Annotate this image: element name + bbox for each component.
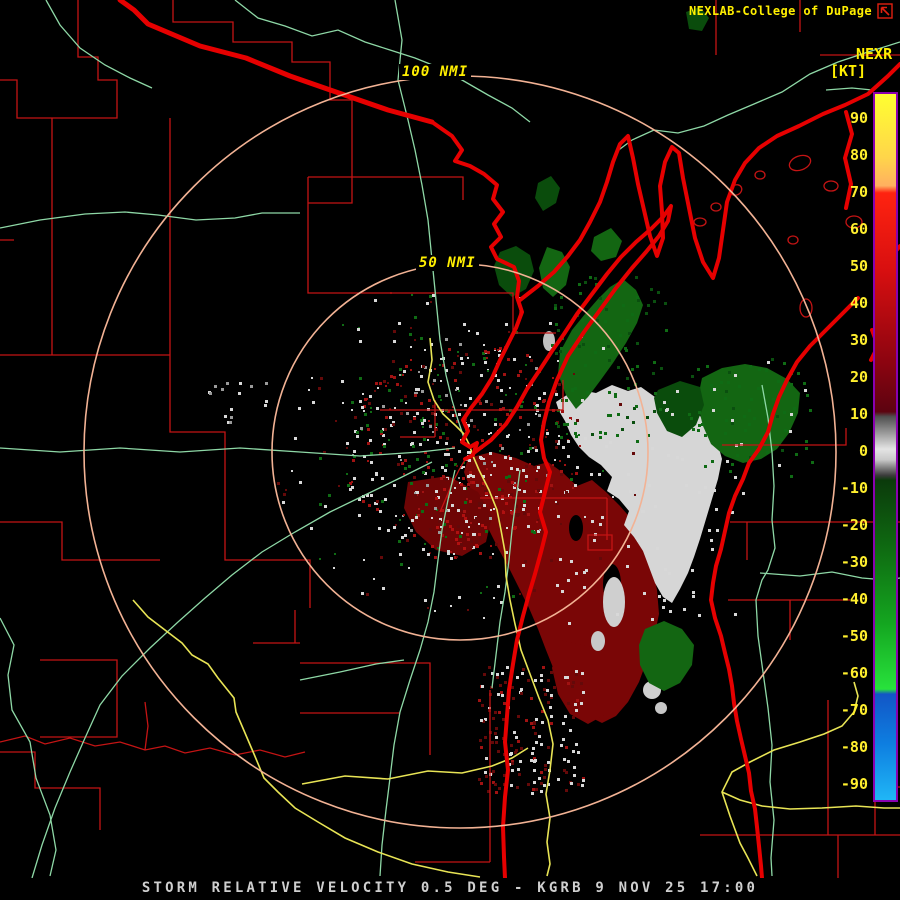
colorbar-tick-label: -60 bbox=[840, 664, 868, 682]
colorbar-tick-label: 40 bbox=[849, 294, 868, 312]
velocity-inbound-patch bbox=[686, 7, 709, 31]
colorbar-tick-label: 90 bbox=[849, 109, 868, 127]
upper-shoreline bbox=[518, 62, 900, 302]
velocity-nearzero-region bbox=[556, 385, 722, 603]
status-bar: STORM RELATIVE VELOCITY 0.5 DEG - KGRB 9… bbox=[0, 878, 900, 900]
colorbar-tick-label: -20 bbox=[840, 516, 868, 534]
velocity-inbound-peninsula bbox=[558, 279, 643, 409]
velocity-inbound-east bbox=[697, 364, 800, 463]
speckle-layer bbox=[208, 276, 814, 795]
velocity-inbound-patch bbox=[535, 176, 560, 211]
colorbar-tick-label: -80 bbox=[840, 738, 868, 756]
river-border-line bbox=[430, 120, 524, 461]
velocity-nearzero-lobe bbox=[655, 702, 667, 714]
peninsula-shoreline bbox=[473, 204, 673, 880]
colorbar-tick-label: -30 bbox=[840, 553, 868, 571]
colorbar-tick-label: 10 bbox=[849, 405, 868, 423]
velocity-inbound-patch bbox=[654, 381, 704, 437]
colorbar-tick-label: -50 bbox=[840, 627, 868, 645]
brand-text: NEXLAB-College of DuPage bbox=[689, 4, 872, 18]
colorbar-tick-label: -10 bbox=[840, 479, 868, 497]
colorbar-tick-label: -70 bbox=[840, 701, 868, 719]
colorbar-tick-label: 0 bbox=[858, 442, 868, 460]
colorbar-tick-label: 60 bbox=[849, 220, 868, 238]
velocity-outbound-lobe bbox=[404, 476, 492, 556]
velocity-nearzero-lobe bbox=[591, 631, 605, 651]
colorbar-tick-label: 30 bbox=[849, 331, 868, 349]
status-text: STORM RELATIVE VELOCITY 0.5 DEG - KGRB 9… bbox=[141, 880, 759, 896]
shorelines bbox=[117, 0, 900, 880]
range-ring-label-50nmi: 50 NMI bbox=[416, 255, 479, 271]
colorbar-tick-label: 80 bbox=[849, 146, 868, 164]
state-border-line bbox=[117, 0, 435, 125]
colorbar-tick-label: 50 bbox=[849, 257, 868, 275]
velocity-nearzero-lobe bbox=[603, 577, 625, 627]
colorbar-title: NEXR bbox=[856, 45, 893, 63]
range-ring-label-100nmi: 100 NMI bbox=[399, 64, 472, 80]
colorbar-units: [KT] bbox=[830, 62, 867, 80]
east-shoreline bbox=[709, 296, 860, 880]
velocity-colorbar bbox=[873, 92, 898, 802]
data-gap bbox=[569, 515, 583, 541]
velocity-data bbox=[208, 7, 814, 795]
velocity-inbound-south bbox=[639, 621, 694, 691]
velocity-inbound-patch bbox=[591, 228, 622, 261]
colorbar-tick-label: -40 bbox=[840, 590, 868, 608]
resize-arrow-icon bbox=[877, 3, 893, 19]
colorbar-tick-label: -90 bbox=[840, 775, 868, 793]
colorbar-tick-label: 70 bbox=[849, 183, 868, 201]
road-lines-green bbox=[0, 0, 900, 879]
colorbar-tick-label: 20 bbox=[849, 368, 868, 386]
